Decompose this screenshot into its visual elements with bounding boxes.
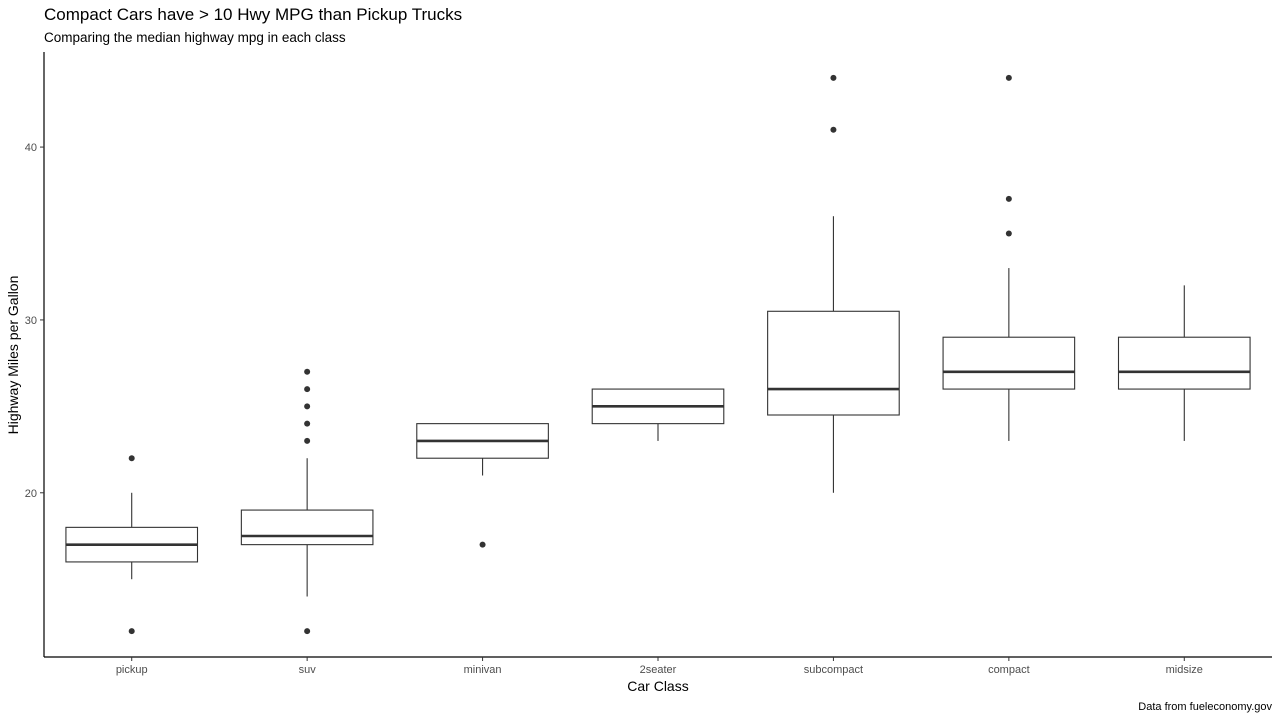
x-tick-label: midsize: [1166, 664, 1203, 676]
box-iqr: [1117, 336, 1251, 390]
x-axis-ticks: pickup suv minivan 2seater subcompact compact…: [116, 657, 1203, 676]
box-minivan: [416, 423, 549, 548]
outlier-point: [830, 126, 837, 133]
outlier-point: [304, 420, 311, 427]
x-tick-label: 2seater: [640, 664, 677, 676]
box-suv: [240, 368, 374, 635]
y-axis-ticks: 20 30 40: [25, 142, 44, 500]
outlier-point: [304, 403, 311, 410]
x-axis-title: Car Class: [627, 678, 688, 694]
box-compact: [942, 74, 1076, 441]
outlier-point: [1005, 195, 1012, 202]
box-midsize: [1117, 285, 1251, 441]
x-tick-label: pickup: [116, 664, 148, 676]
outlier-point: [128, 455, 135, 462]
y-tick-label: 30: [25, 315, 37, 327]
x-tick-label: subcompact: [804, 664, 863, 676]
outlier-point: [1005, 230, 1012, 237]
outlier-point: [304, 437, 311, 444]
x-tick-label: suv: [299, 664, 317, 676]
y-tick-label: 20: [25, 488, 37, 500]
chart-title: Compact Cars have > 10 Hwy MPG than Pick…: [44, 5, 462, 24]
y-axis-title: Highway Miles per Gallon: [5, 276, 21, 435]
outlier-point: [304, 368, 311, 375]
chart-caption: Data from fueleconomy.gov: [1138, 701, 1272, 713]
chart-subtitle: Comparing the median highway mpg in each…: [44, 30, 346, 45]
outlier-point: [830, 74, 837, 81]
box-iqr: [767, 310, 900, 416]
y-tick-label: 40: [25, 142, 37, 154]
outlier-point: [304, 628, 311, 635]
outlier-point: [1005, 74, 1012, 81]
outlier-point: [304, 386, 311, 393]
x-tick-label: minivan: [464, 664, 502, 676]
x-tick-label: compact: [988, 664, 1030, 676]
outlier-point: [479, 541, 486, 548]
box-subcompact: [767, 74, 900, 493]
plot-area: [65, 74, 1251, 635]
box-pickup: [65, 455, 199, 635]
outlier-point: [128, 628, 135, 635]
box-iqr: [240, 509, 374, 546]
box-2seater: [591, 388, 725, 441]
box-iqr: [942, 336, 1076, 390]
